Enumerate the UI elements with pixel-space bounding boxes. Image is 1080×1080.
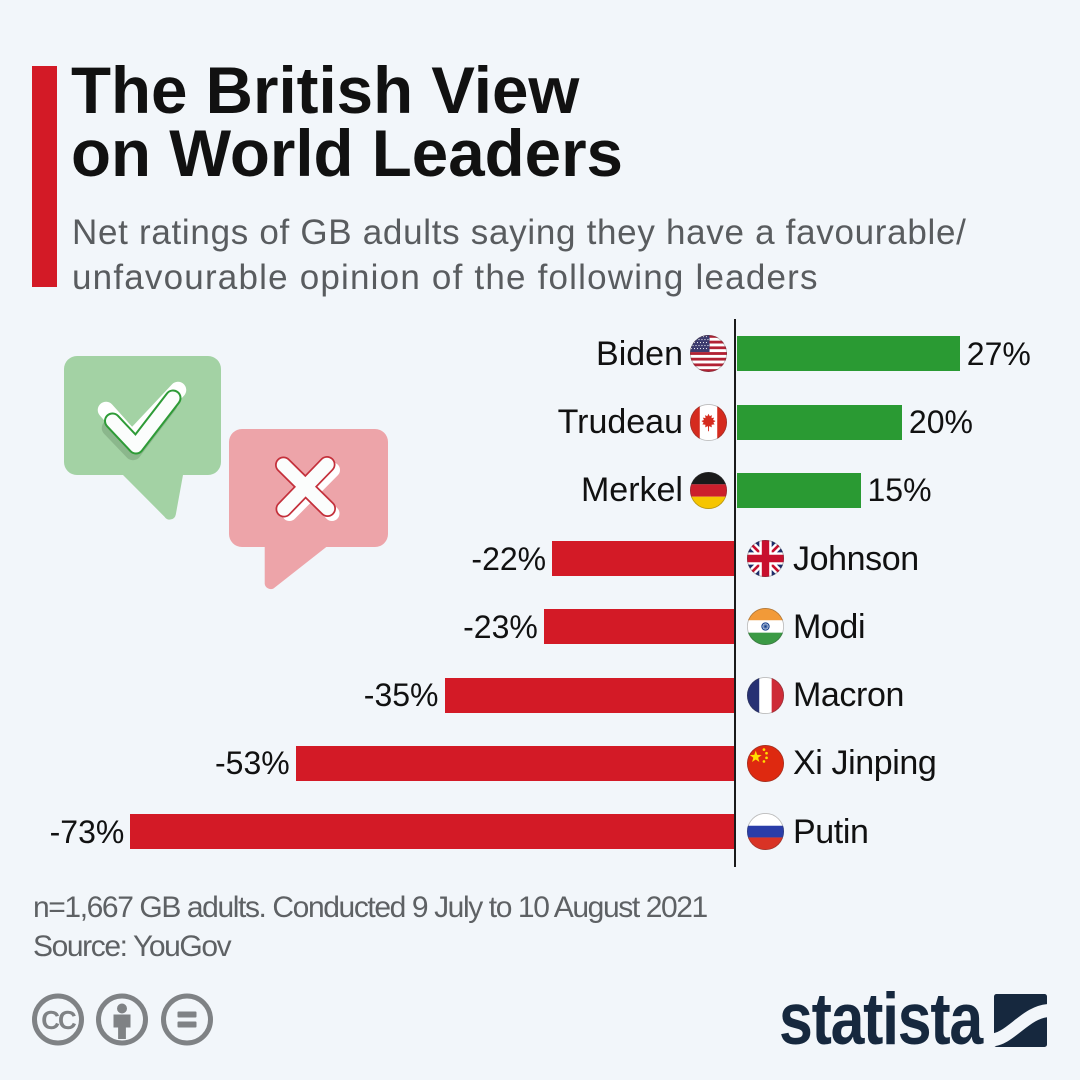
svg-text:CC: CC (41, 1005, 77, 1035)
